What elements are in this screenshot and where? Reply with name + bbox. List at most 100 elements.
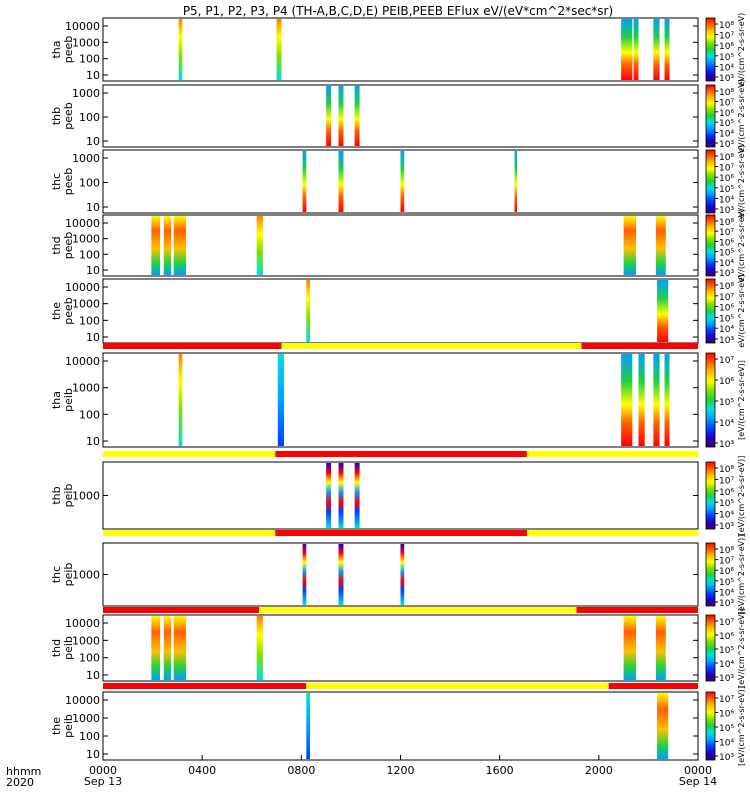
colorbar-tick-label: 10⁴ <box>719 325 734 335</box>
spectrum-burst <box>173 216 187 275</box>
spectrum-burst <box>326 86 332 146</box>
y-tick-label: 100 <box>79 314 100 327</box>
mode-bar-segment <box>103 451 276 457</box>
colorbar-tick-label: 10⁴ <box>719 660 734 670</box>
colorbar-label: eV/(cm^2-s-sr-eV) <box>737 13 746 86</box>
x-axis-label-hhmm: hhmm <box>6 765 41 778</box>
y-tick-label: 100 <box>79 111 100 124</box>
spectrum-burst <box>178 354 183 446</box>
y-tick-label: 10 <box>86 264 100 277</box>
spectrum-burst <box>633 19 639 80</box>
colorbar <box>705 84 716 148</box>
spectrum-burst <box>173 616 187 680</box>
y-tick-label: 10 <box>86 331 100 344</box>
y-tick-label: 10 <box>86 135 100 148</box>
colorbar <box>705 691 716 761</box>
panel-frame <box>102 461 699 530</box>
panel-the-peib: 10000 1000 100 10 the peib 10⁷ 10⁶ 10⁵ 10⁴ 10³ [eV/… <box>50 683 746 766</box>
x-axis-label-year: 2020 <box>6 776 34 789</box>
spectrum-burst <box>338 151 344 212</box>
colorbar-tick-label: 10⁴ <box>719 259 734 269</box>
panel-label-probe: the <box>50 302 63 320</box>
y-tick-label: 10000 <box>65 355 100 368</box>
x-tick-date: Sep 13 <box>84 775 122 788</box>
spectrum-burst <box>306 280 311 342</box>
panel-frame <box>102 352 699 448</box>
colorbar-tick-label: 10⁷ <box>719 695 734 705</box>
y-tick-label: 100 <box>79 53 100 66</box>
y-tick-label: 10 <box>86 435 100 448</box>
spectrum-burst <box>514 151 518 212</box>
x-tick-label: 0800 <box>287 764 315 777</box>
spectrum-burst <box>276 19 282 80</box>
spectrum-burst <box>151 216 161 275</box>
colorbar-tick-label: 10⁶ <box>719 488 734 498</box>
colorbar-tick-label: 10⁶ <box>719 710 734 720</box>
colorbar-tick-label: 10⁴ <box>719 63 734 73</box>
colorbar-tick-label: 10³ <box>719 336 734 346</box>
colorbar-tick-label: 10⁵ <box>719 724 734 734</box>
y-tick-label: 10000 <box>65 617 100 630</box>
spectrum-burst <box>163 616 172 680</box>
colorbar-label: [eV/(cm^2-s-sr-eV)] <box>737 535 746 615</box>
spectrum-burst <box>163 216 172 275</box>
spectrum-burst <box>621 354 633 446</box>
colorbar-tick-label: 10⁷ <box>719 98 734 108</box>
panel-label-product: peeb <box>62 168 75 196</box>
spectrum-burst <box>151 616 161 680</box>
mode-bar-segment <box>275 530 527 536</box>
panel-label-probe: thb <box>50 107 63 125</box>
x-tick-label: 0000 <box>89 764 117 777</box>
spectrum-burst <box>655 216 666 275</box>
colorbar-tick-label: 10³ <box>719 599 734 609</box>
panel-label-product: peeb <box>62 102 75 130</box>
colorbar-label: [eV/(cm^2-s-sr-eV)] <box>737 360 746 440</box>
y-tick-label: 10 <box>86 669 100 682</box>
panel-label-probe: tha <box>50 40 63 58</box>
spectrum-burst <box>621 19 633 80</box>
colorbar-tick-label: 10⁶ <box>719 304 734 314</box>
spectrum-burst <box>653 19 660 80</box>
spectrum-burst <box>623 216 637 275</box>
colorbar-tick-label: 10⁶ <box>719 238 734 248</box>
colorbar-tick-label: 10³ <box>719 753 734 763</box>
panel-label-probe: thd <box>50 236 63 254</box>
y-tick-label: 100 <box>79 730 100 743</box>
colorbar-tick-label: 10⁵ <box>719 398 734 408</box>
y-tick-label: 1000 <box>72 382 100 395</box>
y-tick-label: 100 <box>79 652 100 665</box>
colorbar-tick-label: 10⁴ <box>719 419 734 429</box>
panel-label-product: peib <box>62 714 75 738</box>
colorbar-tick-label: 10⁶ <box>719 632 734 642</box>
colorbar <box>705 614 716 682</box>
spectrum-burst <box>302 544 307 605</box>
panel-thd-peib: 10000 1000 100 10 thd peib 10⁷ 10⁶ 10⁵ 10⁴ 10³ [eV/… <box>50 607 746 688</box>
colorbar-tick-label: 10⁷ <box>719 228 734 238</box>
colorbar-tick-label: 10⁵ <box>719 119 734 129</box>
panel-frame <box>102 214 699 277</box>
colorbar-tick-label: 10⁴ <box>719 739 734 749</box>
mode-bar-segment <box>281 343 582 349</box>
spectrum-burst <box>657 280 669 342</box>
colorbar-tick-label: 10³ <box>719 674 734 684</box>
colorbar-tick-label: 10⁴ <box>719 511 734 521</box>
mode-bar-segment <box>576 607 698 613</box>
panel-label-probe: thc <box>50 566 63 583</box>
spectrum-burst <box>338 463 344 528</box>
colorbar-tick-label: 10⁵ <box>719 646 734 656</box>
colorbar-label: eV/(cm^2-s-sr-eV) <box>737 274 746 347</box>
mode-bar-segment <box>103 607 260 613</box>
mode-bar-segment <box>275 451 527 457</box>
colorbar-tick-label: 10⁷ <box>719 557 734 567</box>
spectrum-burst <box>400 544 405 605</box>
panel-label-product: peib <box>62 388 75 412</box>
panel-label-probe: thb <box>50 486 63 504</box>
mode-bar-segment <box>103 530 276 536</box>
colorbar-tick-label: 10³ <box>719 269 734 279</box>
colorbar-tick-label: 10⁶ <box>719 109 734 119</box>
y-tick-label: 100 <box>79 177 100 190</box>
panel-tha-peib: 10000 1000 100 10 tha peib 10⁷ 10⁶ 10⁵ 10⁴ 10³[eV/… <box>50 343 746 450</box>
spectrum-burst <box>326 463 332 528</box>
panel-label-probe: tha <box>50 391 63 409</box>
